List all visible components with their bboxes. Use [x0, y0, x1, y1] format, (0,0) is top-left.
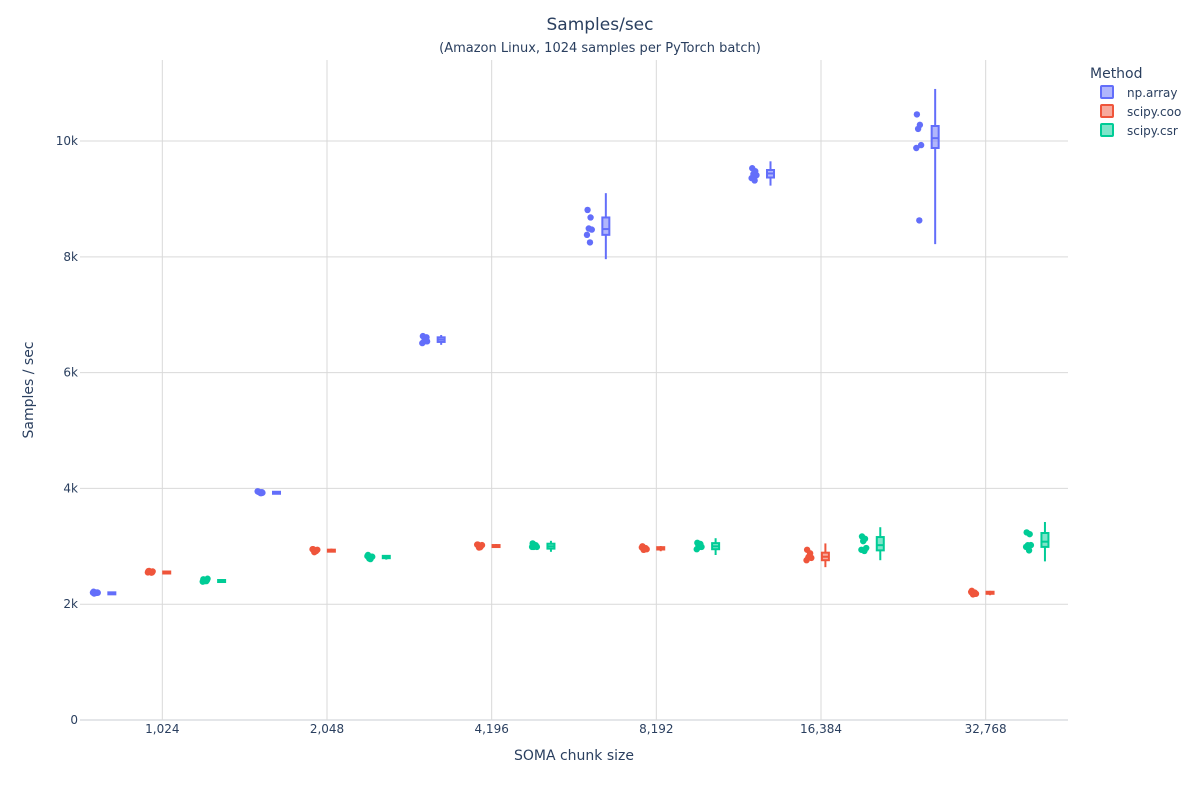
legend-label-scipy-coo: scipy.coo: [1127, 105, 1181, 119]
data-point-scipy-csr: [861, 547, 868, 555]
data-point-scipy-coo: [970, 590, 978, 598]
data-point-np-array: [753, 171, 760, 179]
box-np-array: [601, 216, 611, 236]
y-tick-label: 6k: [63, 366, 78, 380]
legend-label-np-array: np.array: [1127, 86, 1178, 100]
box-scipy-csr: [1040, 532, 1050, 548]
data-point-np-array: [913, 144, 920, 152]
data-point-np-array: [583, 231, 591, 239]
series-np-array: [89, 88, 940, 597]
data-point-np-array: [587, 214, 594, 221]
legend-swatch-scipy-csr: [1100, 123, 1114, 137]
data-point-scipy-csr: [860, 537, 867, 545]
legend-item-scipy-coo[interactable]: scipy.coo: [1100, 104, 1181, 119]
data-point-np-array: [423, 334, 430, 341]
data-point-np-array: [586, 239, 594, 246]
series-scipy-coo: [144, 541, 995, 598]
chart-title: Samples/sec: [547, 15, 654, 35]
data-point-scipy-coo: [803, 557, 810, 564]
chart-subtitle: (Amazon Linux, 1024 samples per PyTorch …: [439, 41, 761, 56]
data-point-np-array: [914, 125, 922, 133]
x-tick-label: 32,768: [965, 722, 1007, 736]
data-point-np-array: [588, 226, 595, 233]
data-layer: [89, 88, 1050, 598]
data-point-np-array: [751, 177, 758, 184]
box-np-array: [930, 125, 940, 149]
data-point-np-array: [90, 590, 98, 597]
series-scipy-csr: [199, 522, 1050, 585]
data-point-scipy-coo: [641, 546, 649, 553]
y-tick-label: 8k: [63, 250, 78, 264]
legend-label-scipy-csr: scipy.csr: [1127, 124, 1178, 138]
data-point-scipy-coo: [476, 544, 484, 551]
y-tick-label: 0: [70, 713, 78, 727]
data-point-scipy-csr: [531, 543, 539, 550]
box-scipy-csr: [875, 536, 885, 552]
y-tick-label: 4k: [63, 481, 78, 495]
x-tick-label: 16,384: [800, 722, 842, 736]
legend-item-scipy-csr[interactable]: scipy.csr: [1100, 123, 1178, 138]
data-point-scipy-coo: [312, 548, 319, 555]
data-point-scipy-coo: [145, 567, 153, 575]
data-point-scipy-csr: [1026, 530, 1033, 538]
axis-layer: 0 2k 4k 6k 8k 10k 1,024 2,048 4,196 8,192 16,384 32…: [56, 134, 1007, 736]
legend: Method np.array scipy.coo scipy.csr: [1090, 66, 1181, 138]
data-point-scipy-csr: [1027, 541, 1035, 549]
data-point-np-array: [917, 141, 925, 149]
data-point-scipy-csr: [203, 576, 211, 584]
x-tick-label: 4,196: [474, 722, 508, 736]
legend-title: Method: [1090, 66, 1143, 82]
data-point-np-array: [913, 111, 921, 118]
x-tick-label: 2,048: [310, 722, 344, 736]
y-axis-title: Samples / sec: [21, 341, 37, 438]
data-point-scipy-csr: [367, 555, 374, 563]
legend-swatch-scipy-coo: [1100, 104, 1114, 118]
legend-swatch-np-array: [1100, 85, 1114, 99]
x-tick-label: 1,024: [145, 722, 179, 736]
data-point-scipy-coo: [806, 552, 813, 559]
grid-layer: [80, 60, 1068, 721]
y-tick-label: 10k: [56, 134, 78, 148]
y-tick-label: 2k: [63, 597, 78, 611]
x-axis-title: SOMA chunk size: [514, 748, 634, 764]
legend-item-np-array[interactable]: np.array: [1100, 85, 1178, 100]
data-point-np-array: [255, 488, 263, 496]
data-point-np-array: [584, 206, 591, 214]
x-tick-label: 8,192: [639, 722, 673, 736]
data-point-np-array: [916, 217, 923, 224]
data-point-scipy-csr: [696, 543, 703, 551]
data-point-scipy-csr: [1025, 547, 1033, 554]
